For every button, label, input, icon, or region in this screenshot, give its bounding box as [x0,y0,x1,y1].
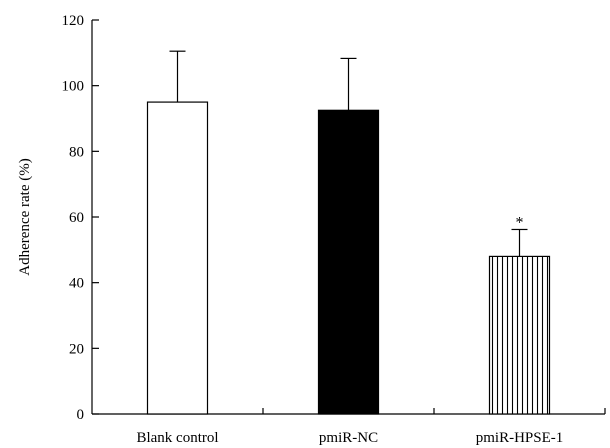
bar-blank-control [146,101,209,415]
y-tick-label: 80 [69,144,84,160]
y-tick-label: 60 [69,210,84,226]
category-labels: Blank control pmiR-NC pmiR-HPSE-1 [136,430,563,446]
y-axis: 0 20 40 60 80 100 120 [62,13,99,423]
x-tick-label: Blank control [136,430,218,446]
y-axis-label: Adherence rate (%) [17,158,33,275]
annotations: * [516,214,524,231]
x-tick-label: pmiR-NC [319,430,378,446]
x-tick-label: pmiR-HPSE-1 [476,430,564,446]
error-bars [169,50,528,257]
y-tick-label: 0 [77,407,85,423]
y-tick-label: 120 [62,13,85,29]
y-tick-label: 100 [62,79,85,95]
bars [146,101,551,415]
significance-marker: * [516,214,524,231]
bar-pmir-nc [317,109,380,415]
y-tick-label: 40 [69,276,84,292]
bar-pmir-hpse-1 [488,255,551,415]
y-tick-label: 20 [69,341,84,357]
